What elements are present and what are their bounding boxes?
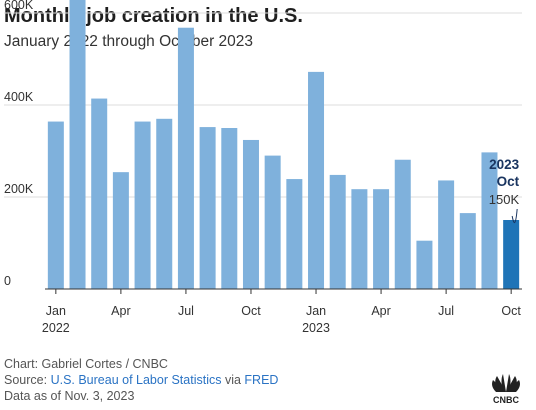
x-tick-label: Jan xyxy=(306,304,326,318)
annotation-connector xyxy=(511,208,518,224)
bar xyxy=(286,179,303,289)
x-tick-year-label: 2023 xyxy=(302,321,330,335)
x-tick-label: Jul xyxy=(438,304,454,318)
x-tick-label: Apr xyxy=(371,304,390,318)
data-date: Data as of Nov. 3, 2023 xyxy=(4,389,135,403)
bar xyxy=(459,213,476,289)
bar xyxy=(264,155,281,289)
annotation-year: 2023 xyxy=(489,157,520,172)
bar xyxy=(47,121,64,289)
x-tick-label: Apr xyxy=(111,304,130,318)
x-tick-label: Oct xyxy=(241,304,261,318)
x-tick-label: Jul xyxy=(178,304,194,318)
source-prefix: Source: xyxy=(4,373,51,387)
bar xyxy=(373,189,390,289)
y-tick-label: 200K xyxy=(4,182,34,196)
bar-chart: 0200K400K600K800KJan2022AprJulOctJan2023… xyxy=(4,0,522,335)
chart-credit: Chart: Gabriel Cortes / CNBC xyxy=(4,357,168,371)
source-link-fred[interactable]: FRED xyxy=(244,373,279,387)
bar xyxy=(351,189,368,289)
bar xyxy=(112,172,129,289)
bar xyxy=(416,240,433,289)
source-link-bls[interactable]: U.S. Bureau of Labor Statistics xyxy=(50,373,222,387)
bar xyxy=(221,128,238,289)
bar xyxy=(134,121,151,289)
bar xyxy=(199,127,216,289)
bar xyxy=(177,27,194,289)
bar xyxy=(69,0,86,289)
bar xyxy=(308,71,325,289)
x-tick-label: Jan xyxy=(46,304,66,318)
cnbc-logo: CNBC xyxy=(492,374,520,405)
source-line: Source: U.S. Bureau of Labor Statistics … xyxy=(4,373,278,387)
annotation-value: 150K xyxy=(489,192,520,207)
bar xyxy=(438,180,455,289)
bar xyxy=(394,159,411,289)
bar xyxy=(329,174,346,289)
y-tick-label: 600K xyxy=(4,0,34,12)
x-tick-year-label: 2022 xyxy=(42,321,70,335)
y-tick-label: 400K xyxy=(4,90,34,104)
source-via: via xyxy=(221,373,245,387)
nbc-peacock-icon xyxy=(492,374,520,392)
y-tick-label: 0 xyxy=(4,274,11,288)
bar xyxy=(242,139,259,289)
bar xyxy=(481,152,498,289)
bar xyxy=(91,98,108,289)
bar xyxy=(503,220,520,289)
annotation-month: Oct xyxy=(497,174,520,189)
x-tick-label: Oct xyxy=(501,304,521,318)
logo-text: CNBC xyxy=(493,395,519,405)
bar xyxy=(156,118,173,289)
